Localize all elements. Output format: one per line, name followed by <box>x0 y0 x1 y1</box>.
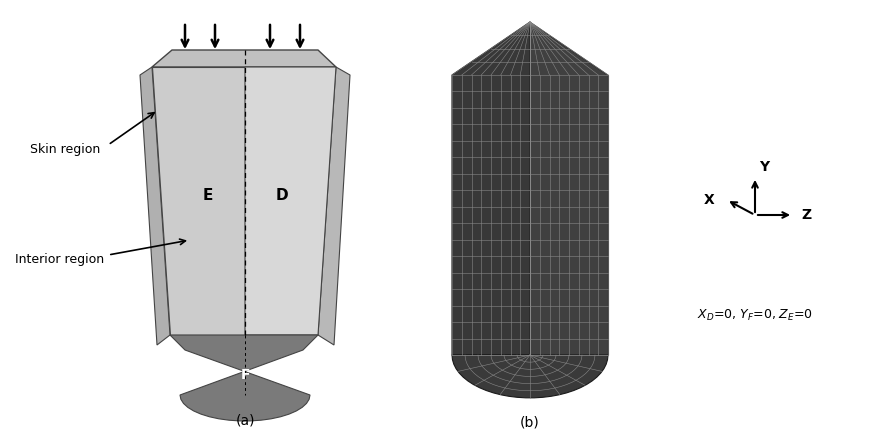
Text: X: X <box>704 193 714 207</box>
Text: Y: Y <box>759 160 769 174</box>
Polygon shape <box>452 22 530 355</box>
Text: E: E <box>203 187 213 203</box>
Polygon shape <box>170 335 318 421</box>
Text: F: F <box>241 368 249 382</box>
Polygon shape <box>152 67 245 335</box>
Polygon shape <box>318 67 350 345</box>
Text: (b): (b) <box>520 415 540 429</box>
Text: Skin region: Skin region <box>30 143 100 156</box>
Polygon shape <box>530 22 608 355</box>
Text: Interior region: Interior region <box>15 253 104 266</box>
Text: (a): (a) <box>235 413 255 427</box>
Text: $X_D$=0, $Y_F$=0, $Z_E$=0: $X_D$=0, $Y_F$=0, $Z_E$=0 <box>697 307 813 323</box>
Polygon shape <box>140 67 170 345</box>
Polygon shape <box>452 355 608 398</box>
Polygon shape <box>245 67 336 335</box>
Text: D: D <box>276 187 289 203</box>
Polygon shape <box>152 50 336 67</box>
Text: Z: Z <box>801 208 811 222</box>
